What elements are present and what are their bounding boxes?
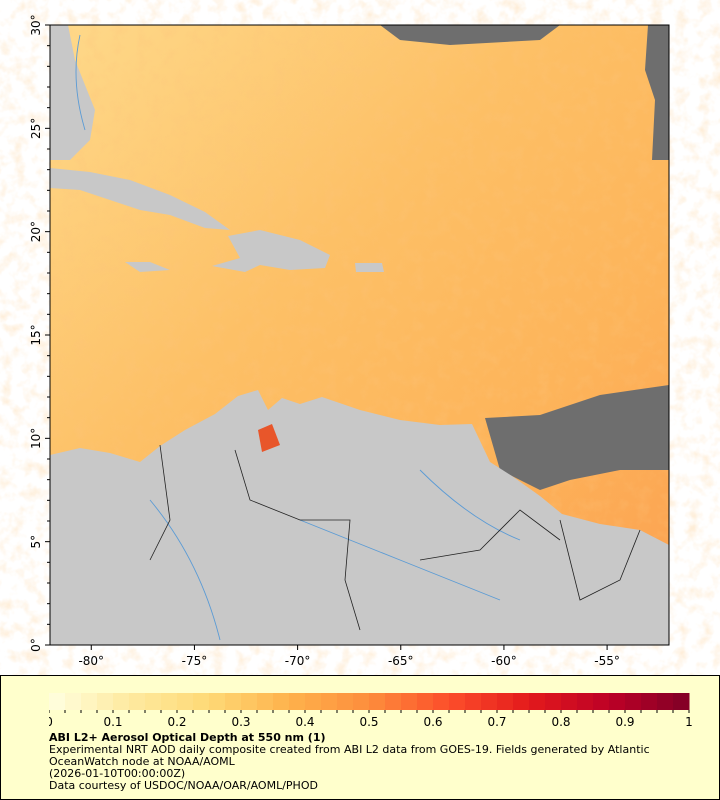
colorbar-segment (225, 693, 242, 710)
colorbar-segment (353, 693, 370, 710)
border-line (419, 509, 561, 561)
colorbar-tick-label: 0.1 (103, 715, 122, 729)
puerto-rico-land (355, 263, 384, 272)
colorbar-tick-label: 0.5 (359, 715, 378, 729)
colorbar-segment (385, 693, 402, 710)
colorbar-segment (433, 693, 450, 710)
colorbar-segment (113, 693, 130, 710)
colorbar-segment (449, 693, 466, 710)
colorbar-segment (497, 693, 514, 710)
no-data-east (485, 385, 669, 490)
colorbar-segment (625, 693, 642, 710)
land-mask (50, 25, 669, 645)
colorbar-segment (193, 693, 210, 710)
colorbar-segment (289, 693, 306, 710)
colorbar-segment (529, 693, 546, 710)
lat-tick-label: 20° (29, 221, 43, 242)
colorbar-segment (609, 693, 626, 710)
lat-tick-label: 30° (29, 14, 43, 35)
lake-maracaibo (258, 424, 280, 452)
lon-tick-label: -55° (594, 654, 620, 668)
river-line (149, 499, 221, 641)
colorbar-segment (545, 693, 562, 710)
colorbar-segment (49, 693, 66, 710)
border-line (234, 449, 361, 631)
river-line (419, 469, 521, 541)
lat-tick-label: 5° (29, 535, 43, 549)
colorbar-tick-label: 0.9 (615, 715, 634, 729)
colorbar-segment (641, 693, 658, 710)
colorbar-segment (209, 693, 226, 710)
colorbar-segment (337, 693, 354, 710)
colorbar-segment (577, 693, 594, 710)
colorbar-segment (369, 693, 386, 710)
colorbar-tick-label: 0.2 (167, 715, 186, 729)
border-line (149, 444, 171, 561)
colorbar-segment (401, 693, 418, 710)
colorbar-segment (161, 693, 178, 710)
colorbar-segment (273, 693, 290, 710)
legend-title: ABI L2+ Aerosol Optical Depth at 550 nm … (49, 731, 326, 744)
colorbar-segment (513, 693, 530, 710)
no-data-north (380, 25, 560, 45)
lat-tick-label: 10° (29, 428, 43, 449)
colorbar-tick-label: 0.3 (231, 715, 250, 729)
colorbar-tick-label: 0.7 (487, 715, 506, 729)
colorbar-segment (257, 693, 274, 710)
colorbar-tick-label: 0.4 (295, 715, 314, 729)
river-line (299, 519, 501, 601)
lon-tick-label: -80° (78, 654, 104, 668)
colorbar-segment (97, 693, 114, 710)
colorbar-tick-label: 0 (49, 715, 53, 729)
lat-tick-label: 25° (29, 118, 43, 139)
colorbar-segment (673, 693, 690, 710)
colorbar-segment (145, 693, 162, 710)
colorbar: 0 0.1 0.2 0.3 0.4 0.5 0.6 0.7 0.8 0.9 1 (49, 693, 693, 729)
colorbar-segment (129, 693, 146, 710)
colorbar-tick-label: 1 (685, 715, 693, 729)
colorbar-tick-label: 0.6 (423, 715, 442, 729)
colorbar-segment (177, 693, 194, 710)
jamaica-land (125, 262, 170, 272)
lon-tick-label: -60° (491, 654, 517, 668)
colorbar-segment (481, 693, 498, 710)
aod-map: -80° -75° -70° -65° -60° -55° 0° 5° 10° 15° 20° 25°… (29, 14, 670, 668)
south-america-land (50, 390, 669, 645)
colorbar-segment (65, 693, 82, 710)
colorbar-segment (305, 693, 322, 710)
cuba-land (50, 168, 230, 230)
colorbar-segment (657, 693, 674, 710)
colorbar-segment (593, 693, 610, 710)
lat-tick-label: 15° (29, 324, 43, 345)
lon-tick-label: -65° (388, 654, 414, 668)
legend-credit: Data courtesy of USDOC/NOAA/OAR/AOML/PHO… (49, 779, 318, 792)
legend-time: (2026-01-10T00:00:00Z) (49, 767, 186, 780)
lon-tick-label: -70° (285, 654, 311, 668)
no-data-northeast (645, 25, 669, 160)
river-line (75, 34, 86, 131)
colorbar-segment (81, 693, 98, 710)
border-line (559, 519, 641, 601)
legend-description-1: Experimental NRT AOD daily composite cre… (49, 743, 650, 756)
colorbar-segment (321, 693, 338, 710)
hispaniola-land (212, 230, 330, 272)
rivers-and-borders (75, 34, 641, 641)
colorbar-segment (241, 693, 258, 710)
legend-description-2: OceanWatch node at NOAA/AOML (49, 755, 235, 768)
lon-tick-label: -75° (182, 654, 208, 668)
colorbar-segment (561, 693, 578, 710)
legend-panel: 0 0.1 0.2 0.3 0.4 0.5 0.6 0.7 0.8 0.9 1 ABI L2+ Ae… (0, 675, 720, 800)
colorbar-segment (465, 693, 482, 710)
colorbar-tick-label: 0.8 (551, 715, 570, 729)
map-axes: -80° -75° -70° -65° -60° -55° 0° 5° 10° 15° 20° 25°… (29, 14, 620, 668)
lat-tick-label: 0° (29, 638, 43, 652)
colorbar-segment (417, 693, 434, 710)
